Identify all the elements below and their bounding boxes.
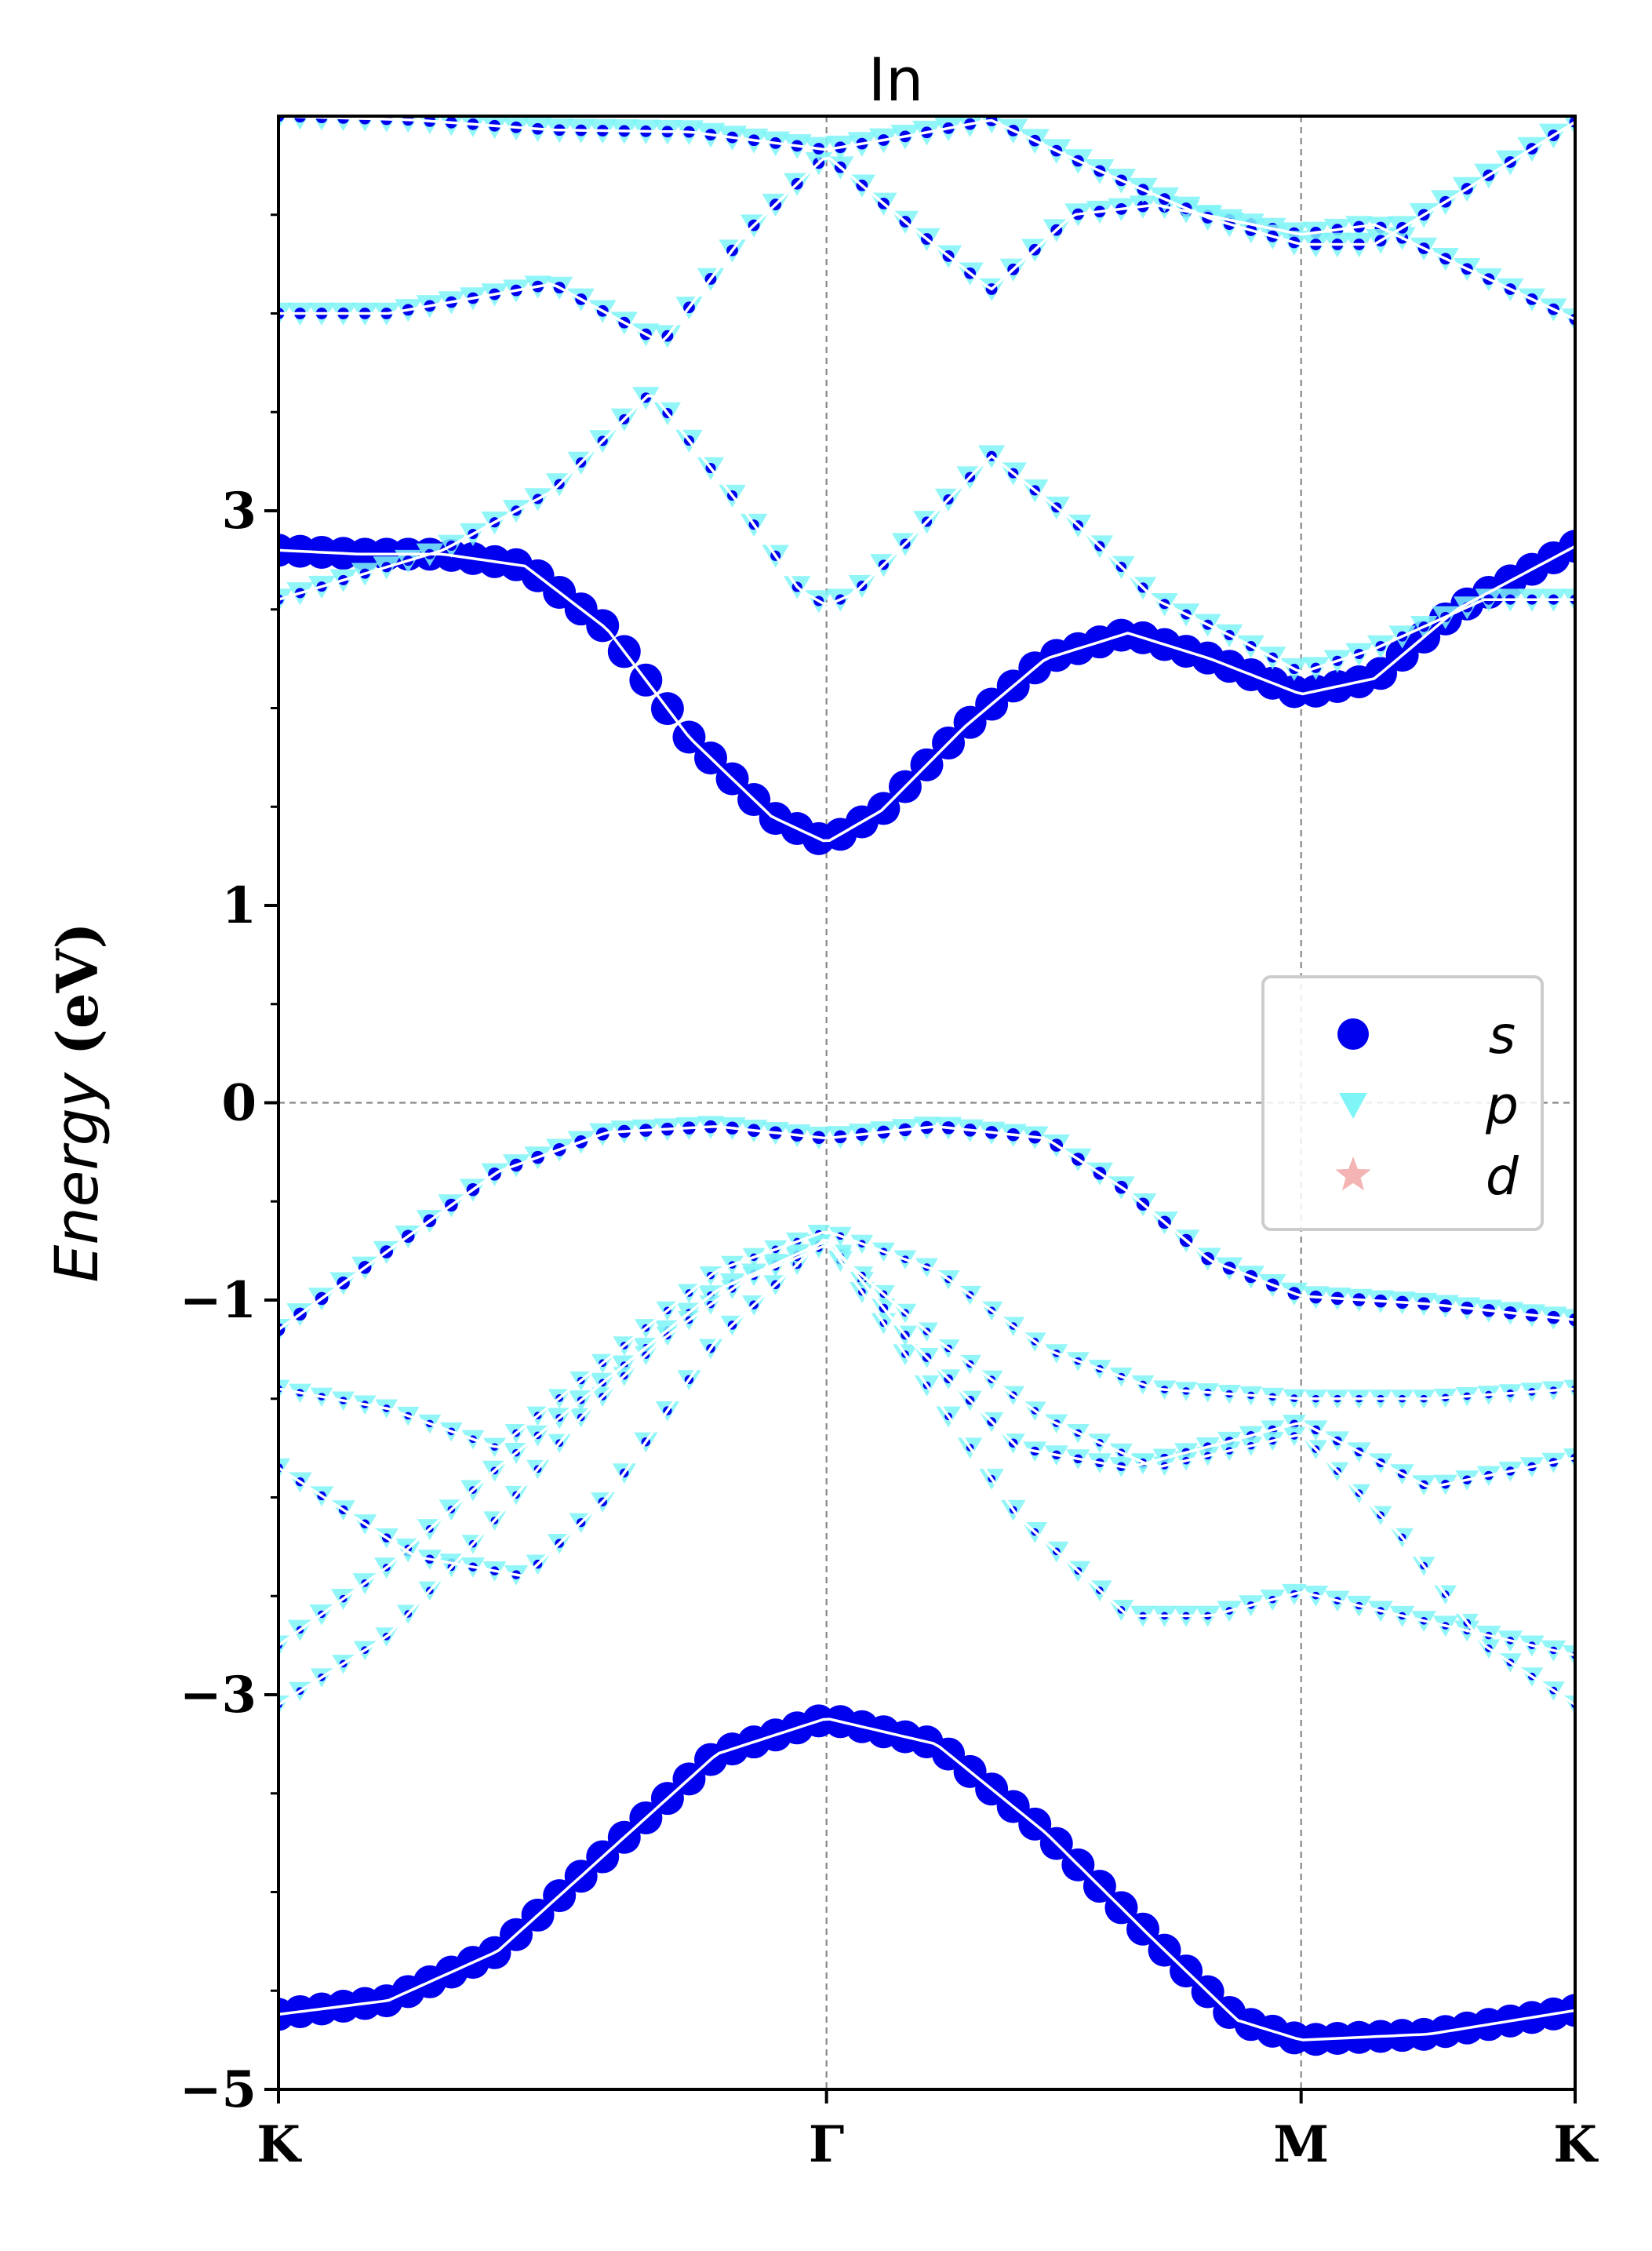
band-line [278, 1244, 1575, 1706]
band-line [278, 394, 1575, 674]
legend-label: d [1486, 1146, 1519, 1207]
p-orbital-marker [1563, 1379, 1575, 1400]
p-orbital-marker [1561, 308, 1575, 332]
y-axis-label: Energy (eV) [42, 922, 111, 1282]
legend-marker-p [1339, 1093, 1367, 1119]
x-tick-label: K [257, 2115, 302, 2174]
x-tick-label: M [1273, 2115, 1329, 2174]
chart-title: In [868, 45, 924, 115]
p-orbital-marker [278, 1635, 291, 1657]
band-line [278, 1125, 1575, 1331]
band-line [278, 116, 1575, 246]
p-orbital-marker [278, 588, 293, 612]
legend-marker-s [1337, 1018, 1369, 1050]
band-line [278, 545, 1575, 843]
p-orbital-marker [1563, 1645, 1575, 1666]
y-tick-label: 0 [221, 1074, 257, 1133]
legend-label: p [1485, 1076, 1519, 1136]
y-axis-ticks: 3 1 0 −1 −3 −5 [180, 213, 278, 2119]
x-tick-label: Γ [809, 2115, 844, 2174]
y-axis-label-quantity: Energy [42, 1072, 111, 1282]
legend-box [1261, 975, 1544, 1231]
s-orbital-marker [1559, 530, 1575, 563]
p-orbital-marker [1563, 1448, 1575, 1469]
legend: spd [1261, 975, 1544, 1231]
y-tick-label: −1 [180, 1271, 257, 1330]
legend-marker-d [1335, 1156, 1371, 1191]
p-orbital-marker [278, 1379, 290, 1400]
band-lines [278, 116, 1575, 2042]
x-tick-label: K [1553, 2115, 1599, 2174]
y-tick-label: −5 [180, 2060, 257, 2119]
y-axis-label-unit: (eV) [44, 922, 111, 1055]
y-tick-label: 1 [221, 876, 257, 935]
band-line [278, 1238, 1575, 1578]
legend-label: s [1489, 1005, 1516, 1065]
y-tick-label: −3 [180, 1666, 257, 1725]
p-orbital-marker [278, 1458, 291, 1479]
band-line [278, 1717, 1575, 2042]
y-tick-label: 3 [221, 482, 257, 541]
band-line [278, 156, 1575, 344]
band-line [278, 1230, 1575, 1449]
band-line [278, 1240, 1575, 1657]
svg-text:Energy (eV): Energy (eV) [42, 922, 111, 1282]
